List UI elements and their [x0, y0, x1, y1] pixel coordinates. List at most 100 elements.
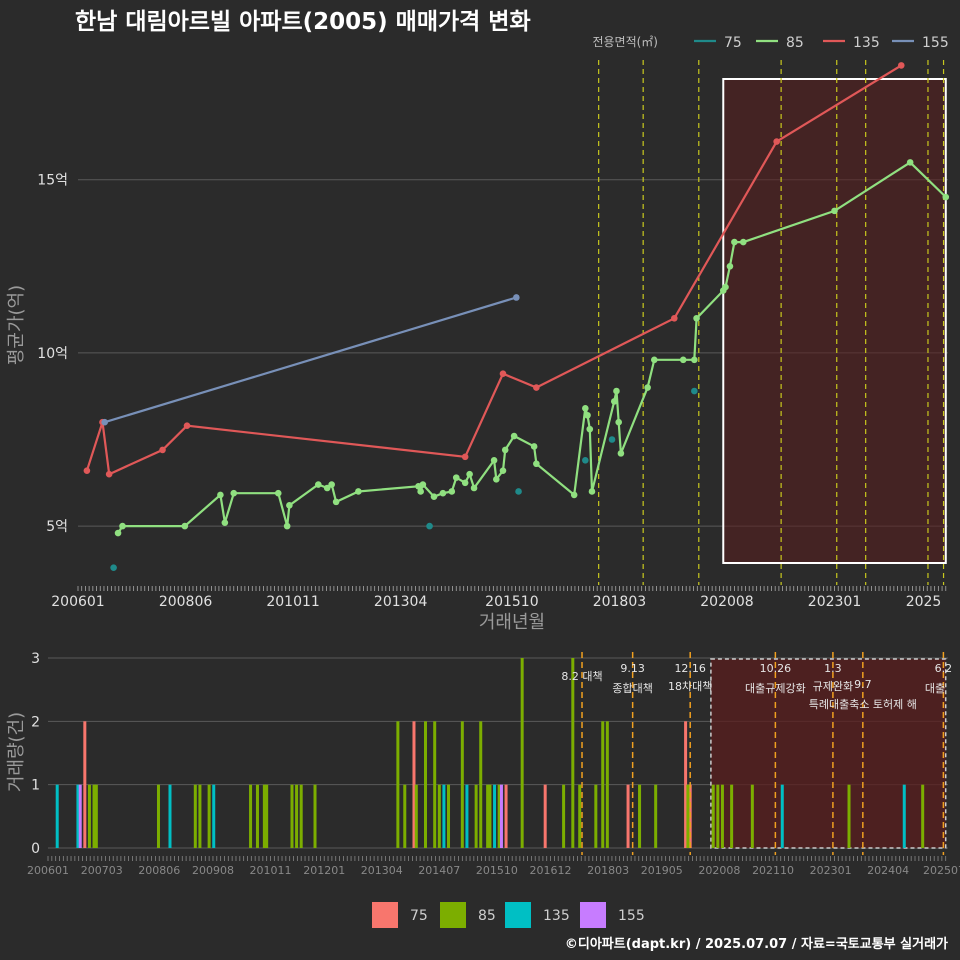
volume-bar-85	[94, 784, 98, 848]
volume-x-tick-label: 202008	[698, 864, 740, 877]
price-x-tick-label: 200806	[159, 594, 213, 610]
data-point-135	[159, 446, 166, 454]
volume-bar-85	[255, 784, 259, 848]
volume-policy-annotations: 8.2 대책 9.13 종합대책 12.16 18차대책 10.26 대출규제강화 1.3 규제…	[561, 662, 952, 711]
volume-bar-85	[437, 784, 441, 848]
volume-bar-75	[626, 784, 630, 848]
data-point-85	[448, 488, 456, 495]
volume-bar-85	[605, 721, 609, 848]
data-point-85	[461, 479, 469, 487]
volume-y-tick-label: 2	[31, 714, 40, 730]
volume-bar-135	[493, 784, 497, 848]
data-point-85	[582, 405, 589, 412]
price-x-tick-label: 202301	[808, 594, 861, 610]
policy-annotation-label: 대출	[925, 682, 945, 695]
chart-title: 한남 대림아르빌 아파트(2005) 매매가격 변화	[75, 9, 531, 35]
price-panel: 200601 200806 201011 201304 201510 201803 2020…	[6, 35, 950, 633]
data-point-85	[501, 446, 509, 454]
volume-legend-swatch-75	[372, 902, 398, 928]
data-point-85	[439, 489, 447, 497]
volume-bar-85	[92, 784, 96, 848]
volume-x-tick-label: 202301	[810, 864, 852, 877]
data-point-85	[691, 356, 698, 364]
volume-panel: 8.2 대책 9.13 종합대책 12.16 18차대책 10.26 대출규제강화 1.3 규제…	[6, 651, 960, 928]
volume-bar-85	[433, 721, 437, 848]
price-y-axis: 5억 10억 15억	[37, 173, 68, 535]
volume-x-tick-label: 202110	[752, 864, 794, 877]
data-point-85	[499, 467, 507, 474]
volume-bar-85	[497, 784, 501, 848]
data-point-85	[831, 207, 838, 215]
volume-bar-135	[55, 784, 59, 848]
price-x-tick-label: 201510	[485, 594, 538, 610]
volume-x-tick-label: 201011	[250, 864, 292, 877]
policy-annotation-date: 10.26	[760, 662, 792, 675]
data-point-85	[679, 356, 687, 364]
volume-bar-85	[716, 784, 720, 848]
price-highlight-box	[722, 78, 947, 564]
volume-bar-85	[193, 784, 197, 848]
data-point-85	[693, 314, 700, 322]
price-legend-label-85: 85	[786, 35, 804, 51]
data-point-135	[83, 467, 91, 474]
data-point-85	[430, 493, 438, 500]
data-point-85	[452, 474, 460, 481]
data-point-155	[513, 294, 520, 301]
volume-x-tick-label: 201612	[530, 864, 572, 877]
data-point-135	[671, 314, 678, 322]
volume-x-tick-label: 201304	[361, 864, 403, 877]
volume-legend-swatch-155	[580, 902, 606, 928]
data-point-85	[584, 411, 591, 419]
volume-legend: 75 85 135 155	[372, 902, 645, 928]
volume-bar-85	[249, 784, 253, 848]
volume-y-axis-label: 거래량(건)	[6, 712, 27, 792]
policy-annotation-label: 종합대책	[612, 682, 652, 695]
volume-bar-85	[571, 658, 575, 848]
data-point-135	[897, 62, 905, 69]
price-y-tick-label: 5억	[46, 519, 68, 535]
volume-x-tick-label: 201407	[418, 864, 460, 877]
volume-bar-85	[520, 658, 524, 848]
volume-x-tick-label: 201905	[641, 864, 683, 877]
data-point-85	[315, 481, 322, 488]
price-x-axis: 200601 200806 201011 201304 201510 201803 2020…	[51, 586, 947, 610]
data-point-85	[332, 498, 340, 506]
volume-bar-85	[295, 784, 299, 848]
volume-bar-75	[543, 784, 547, 848]
data-point-85	[570, 491, 578, 499]
volume-x-tick-label: 200703	[81, 864, 123, 877]
volume-bar-85	[313, 784, 317, 848]
volume-legend-label-75: 75	[410, 908, 428, 924]
volume-bar-85	[654, 784, 658, 848]
volume-bar-85	[262, 784, 266, 848]
data-point-85	[328, 481, 335, 488]
data-point-85	[119, 522, 126, 530]
volume-y-tick-label: 1	[31, 778, 40, 794]
price-series	[83, 62, 950, 571]
volume-bar-155	[78, 784, 82, 848]
data-point-85	[286, 502, 293, 509]
volume-bar-85	[486, 784, 490, 848]
policy-annotation-label: 규제완화	[813, 680, 853, 693]
volume-highlight-region	[710, 658, 947, 849]
volume-bar-85	[601, 721, 605, 848]
price-y-tick-label: 15억	[37, 173, 68, 189]
volume-bar-85	[921, 784, 925, 848]
data-point-85	[650, 356, 658, 364]
volume-bar-75	[504, 784, 508, 848]
volume-legend-label-135: 135	[543, 908, 570, 924]
policy-annotation-date: 6.2	[935, 662, 953, 675]
price-policy-lines	[598, 60, 945, 585]
data-point-135	[105, 470, 113, 478]
volume-x-tick-label: 200601	[27, 864, 69, 877]
data-point-135	[461, 453, 469, 461]
volume-bar-85	[638, 784, 642, 848]
price-y-tick-label: 10억	[37, 346, 68, 362]
volume-x-tick-label: 202404	[867, 864, 909, 877]
volume-x-tick-label: 200908	[192, 864, 234, 877]
price-highlight-region	[722, 78, 947, 564]
data-point-75	[110, 564, 117, 571]
volume-legend-swatch-135	[505, 902, 531, 928]
data-point-85	[323, 484, 331, 492]
